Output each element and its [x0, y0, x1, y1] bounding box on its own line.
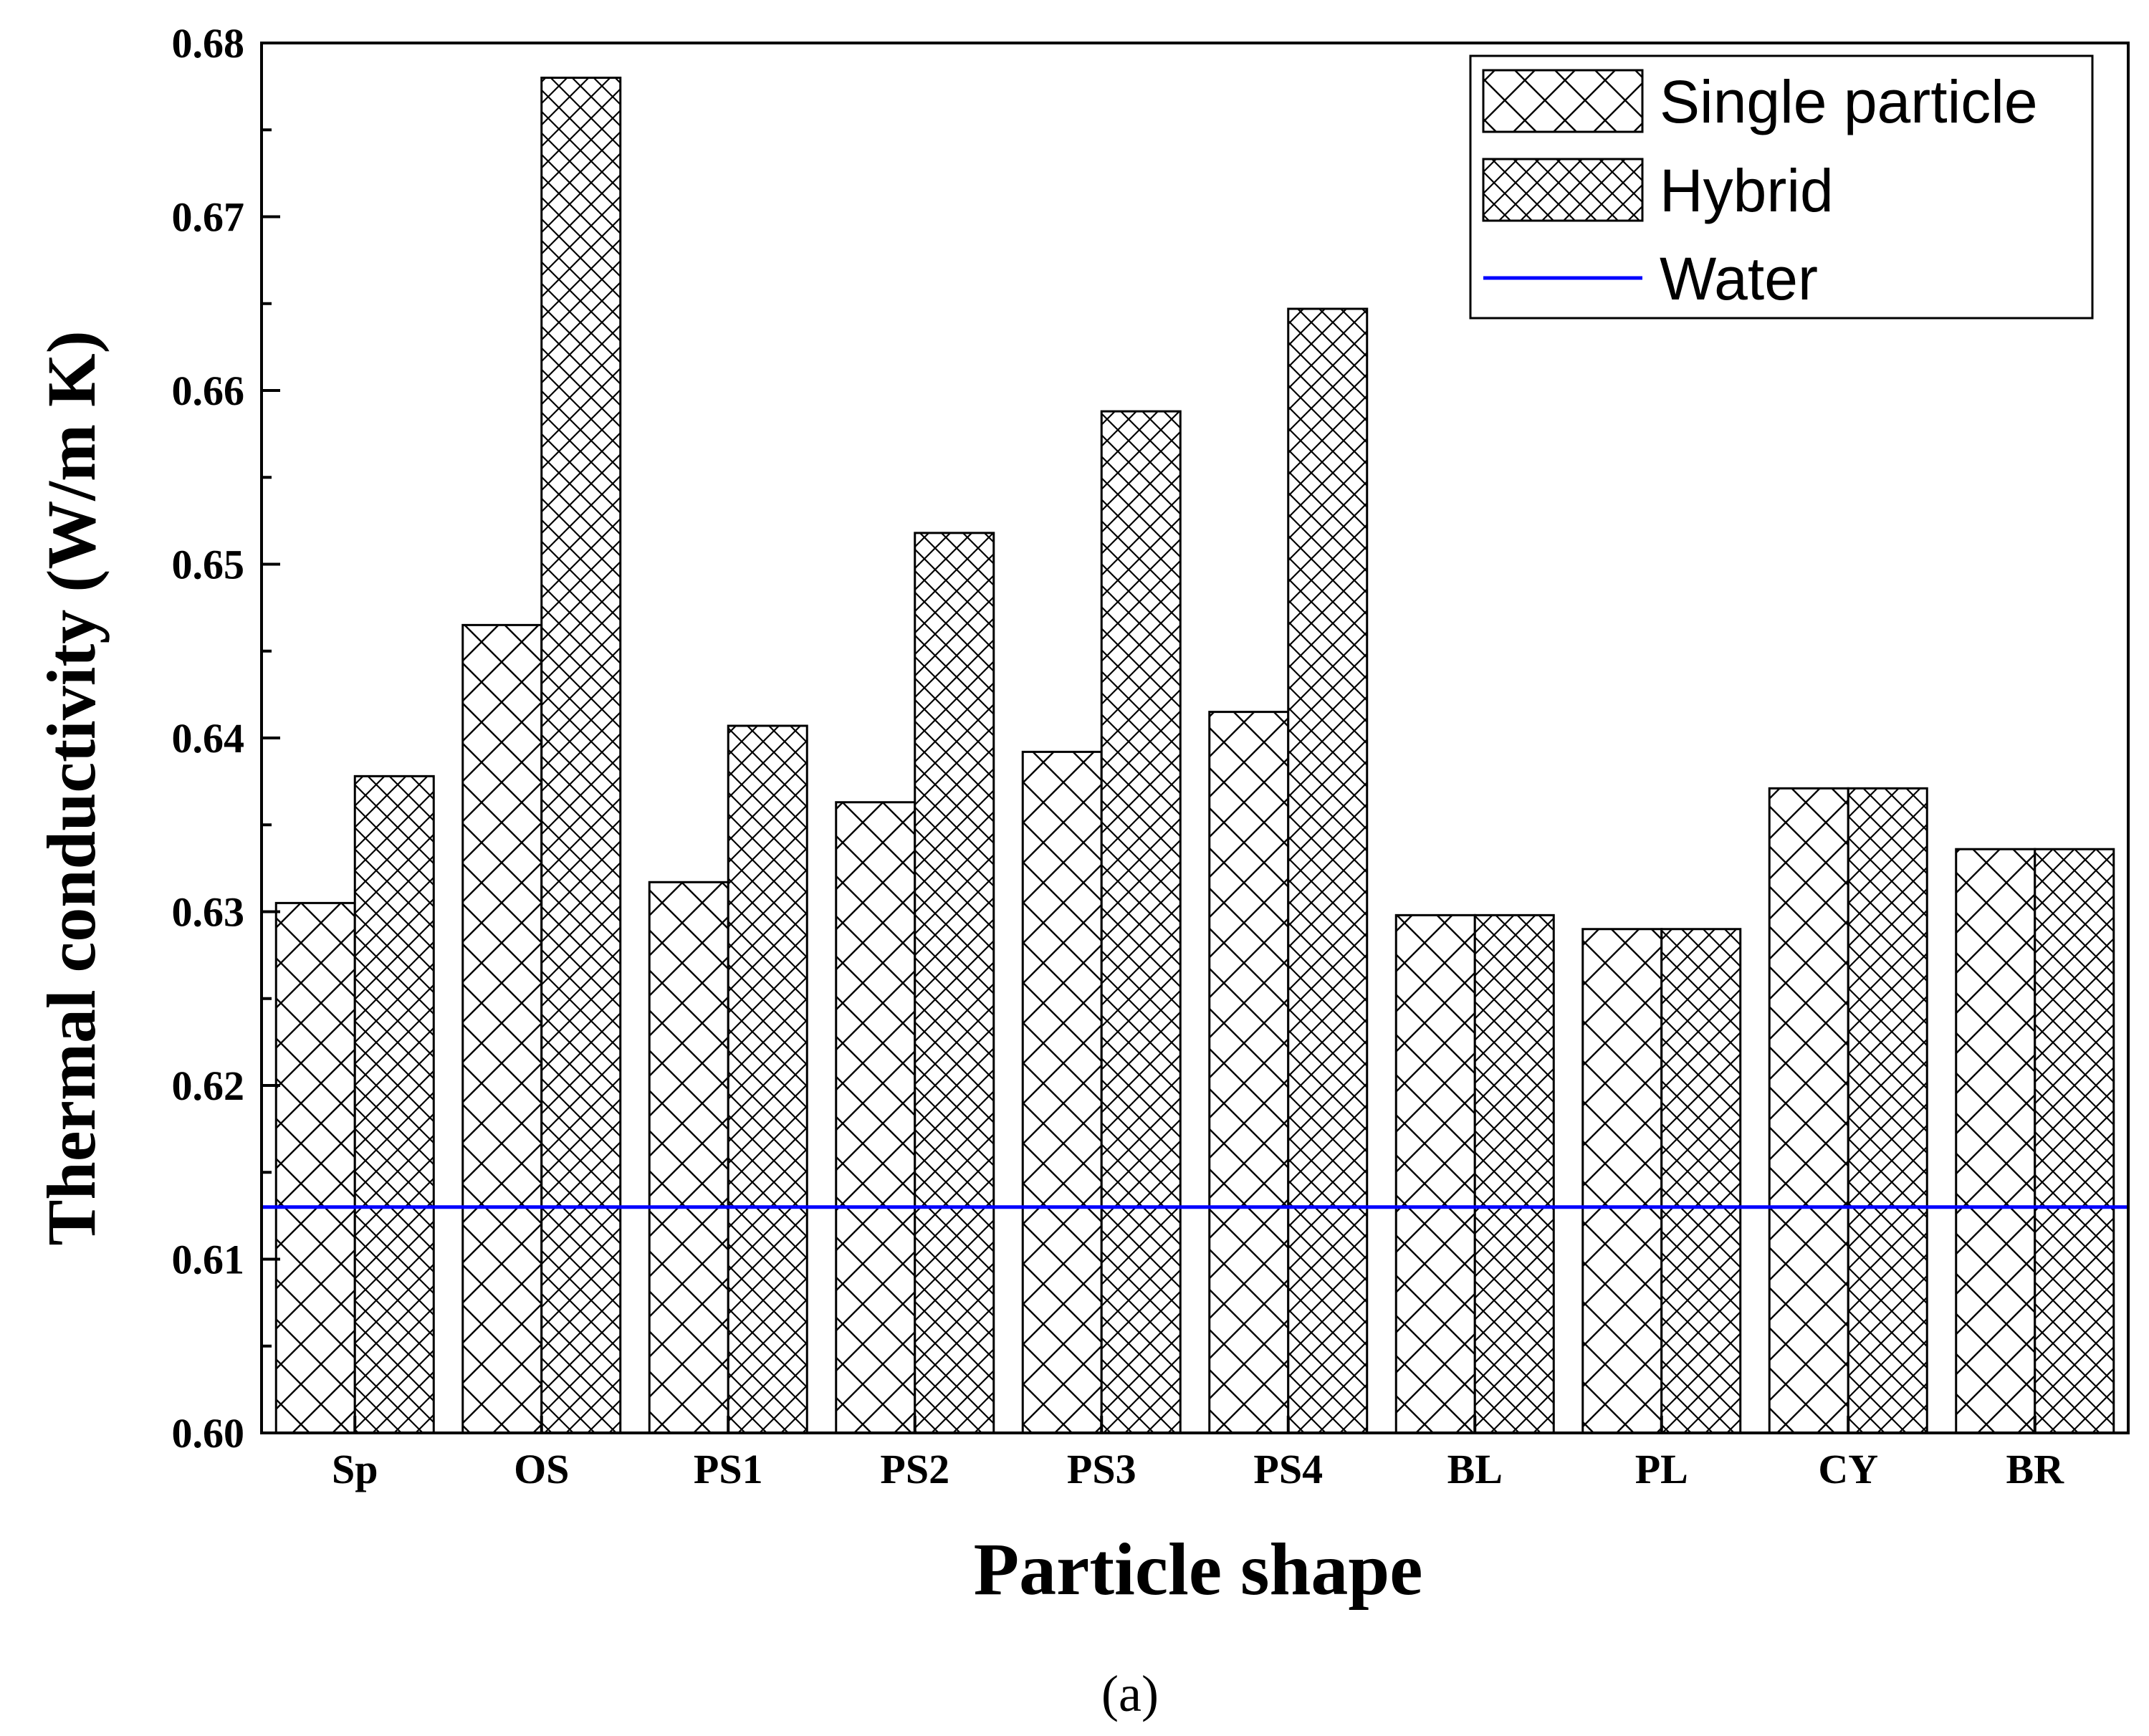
x-axis-title: Particle shape	[974, 1528, 1423, 1611]
bar-hybrid-ps4	[1287, 307, 1369, 1434]
y-tick-label: 0.61	[172, 1237, 245, 1283]
bar-single-particle-bl	[1394, 913, 1476, 1434]
y-tick-label: 0.64	[172, 715, 245, 762]
y-tick-label: 0.62	[172, 1063, 245, 1109]
bar-single-particle-sp	[274, 901, 356, 1434]
bar-hybrid-sp	[353, 775, 435, 1434]
x-tick-label-pl: PL	[1635, 1446, 1688, 1492]
y-tick-label: 0.65	[172, 542, 245, 588]
bar-hybrid-ps2	[914, 532, 995, 1434]
x-tick-label-cy: CY	[1818, 1446, 1878, 1492]
x-tick-label-br: BR	[2006, 1446, 2064, 1492]
y-tick-label: 0.60	[172, 1410, 245, 1457]
bars: Sp OS PS1 PS2 PS3 PS4 BL PL CY BR	[274, 77, 2115, 1492]
bar-single-particle-ps1	[648, 881, 729, 1434]
legend: Single particle Hybrid Water	[1469, 54, 2094, 320]
bar-hybrid-os	[540, 77, 622, 1434]
legend-label-hybrid: Hybrid	[1660, 157, 1834, 224]
bar-single-particle-os	[461, 623, 543, 1434]
bar-single-particle-ps2	[835, 801, 916, 1434]
legend-swatch-single-particle	[1482, 69, 1644, 133]
bar-hybrid-pl	[1660, 928, 1742, 1434]
x-tick-label-ps2: PS2	[880, 1446, 949, 1492]
y-tick-label: 0.66	[172, 368, 245, 414]
bar-hybrid-ps1	[727, 724, 808, 1434]
bar-hybrid-cy	[1847, 787, 1928, 1434]
x-tick-label-sp: Sp	[332, 1446, 378, 1492]
bar-single-particle-br	[1955, 848, 2036, 1434]
bar-hybrid-br	[2034, 848, 2115, 1434]
x-tick-label-bl: BL	[1447, 1446, 1503, 1492]
bar-single-particle-ps4	[1208, 711, 1290, 1434]
bar-hybrid-bl	[1473, 913, 1555, 1434]
bar-hybrid-ps3	[1100, 410, 1182, 1434]
figure-caption: (a)	[1101, 1665, 1159, 1722]
y-tick-label: 0.67	[172, 194, 245, 241]
legend-label-water: Water	[1660, 245, 1818, 312]
bar-single-particle-cy	[1768, 787, 1849, 1434]
legend-label-single-particle: Single particle	[1660, 68, 2038, 135]
x-tick-label-os: OS	[514, 1446, 569, 1492]
bar-single-particle-ps3	[1021, 750, 1103, 1434]
x-tick-label-ps4: PS4	[1253, 1446, 1323, 1492]
bar-single-particle-pl	[1581, 928, 1663, 1434]
y-tick-label: 0.68	[172, 20, 245, 67]
legend-swatch-hybrid	[1482, 158, 1644, 222]
y-tick-label: 0.63	[172, 889, 245, 936]
axes: 0.60 0.61 0.62 0.63 0.64 0.65 0.66 0.67 0.68	[172, 20, 2130, 1457]
x-tick-label-ps1: PS1	[694, 1446, 763, 1492]
y-axis-title: Thermal conductivity (W/m K)	[33, 330, 110, 1245]
x-tick-label-ps3: PS3	[1067, 1446, 1136, 1492]
